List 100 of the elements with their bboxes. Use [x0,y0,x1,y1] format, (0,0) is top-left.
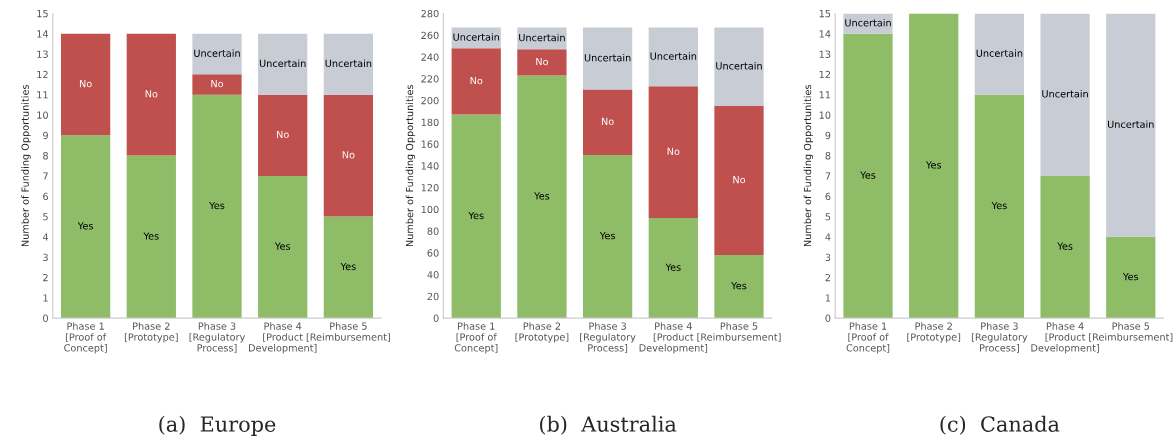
x-tick-label: Phase 3 [Regulatory Process] [580,322,636,353]
y-tick-label: 200 [421,96,439,105]
text: No [601,117,614,126]
x-tick-label: Phase 3 [Regulatory Process] [971,322,1028,353]
bar [192,33,242,75]
text: No [470,77,483,85]
y-tick-label: 14 [37,30,49,38]
x-tick-label: Phase 5 [Reimbursement] [1089,322,1173,342]
y-tick-label: 0 [825,314,831,322]
x-tick-label: Phase 2 [Prototype] [124,322,178,343]
bar [517,75,567,319]
bar [582,89,633,155]
y-tick-label: 6 [825,192,831,201]
y-tick-label: 15 [819,10,831,18]
y-tick-label: 0 [433,314,439,322]
y-tick-label: 3 [43,253,48,261]
y-tick-label: 4 [42,233,49,241]
y-tick-label: 2 [825,273,831,282]
bar [61,135,111,319]
bar [1106,13,1156,237]
y-tick-label: 120 [421,184,439,192]
bar [258,94,308,176]
y-tick-label: 11 [819,91,831,99]
y-tick-label: 6 [43,192,49,201]
y-tick-label: 220 [421,75,439,83]
bar [451,48,501,115]
bar [582,27,633,90]
text: (b) Australia [540,415,677,435]
x-tick-label: Phase 5 [Reimbursement] [306,322,390,342]
text: Uncertain [845,18,891,27]
bar [714,27,764,106]
y-axis-title: Number of Funding Opportunities [405,84,416,247]
y-tick-label: 8 [825,152,831,160]
y-tick-label: 14 [819,30,831,38]
y-axis-title: Number of Funding Opportunities [803,84,814,247]
text: No [667,147,680,155]
text: Uncertain [453,33,500,41]
series-label: Uncertain [519,33,565,42]
bar [517,49,567,76]
series-label: No [211,80,224,88]
y-tick-label: 260 [421,31,439,40]
series-label: Yes [274,242,291,250]
y-tick-label: 20 [427,292,439,301]
y-tick-label: 9 [825,131,831,140]
text: Yes [77,222,93,230]
x-tick-label: Phase 2 [Prototype] [907,322,961,343]
bar [714,254,764,319]
x-tick-label: Phase 5 [Reimbursement] [697,322,781,342]
text: Uncertain [1042,89,1088,98]
text: Yes [340,262,356,271]
text: Yes [143,232,159,240]
y-tick-label: 5 [43,213,48,221]
series-label: No [536,57,548,66]
y-tick-label: 12 [819,70,831,79]
text: No [342,151,355,159]
y-tick-label: 1 [43,294,48,302]
y-tick-label: 140 [421,162,439,170]
series-label: Yes [468,211,484,220]
bar [648,217,698,319]
bar [258,33,308,95]
y-tick-label: 15 [37,10,48,18]
text: Yes [1057,242,1073,250]
text: Uncertain [325,59,372,68]
bar [451,114,501,319]
bar [192,74,242,95]
text: Yes [599,232,615,240]
y-tick-label: 12 [37,70,48,79]
text: No [277,130,289,139]
bar [258,175,308,319]
x-tick-label: Phase 3 [Regulatory Process] [189,322,246,353]
y-tick-label: 7 [43,172,48,180]
y-tick-label: 280 [421,9,439,18]
y-tick-label: 240 [421,53,439,61]
x-tick-label: Phase 2 [Prototype] [515,322,569,343]
bar [323,94,374,217]
y-tick-label: 60 [427,249,439,257]
bar [192,94,242,319]
y-tick-label: 7 [825,172,831,180]
bar [126,155,176,319]
y-tick-label: 11 [37,91,48,99]
x-tick-label: Phase 1 [Proof of Concept] [454,322,498,354]
bar [323,33,374,95]
y-axis-title: Number of Funding Opportunities [21,84,31,247]
y-tick-label: 9 [43,131,48,140]
text: Uncertain [259,59,306,68]
bar [517,27,567,50]
bar [323,216,374,319]
bar [714,105,764,255]
y-tick-label: 10 [37,111,48,119]
text: Uncertain [1108,120,1154,128]
bar [648,86,698,218]
text: No [79,80,92,88]
y-tick-label: 2 [43,273,48,282]
y-tick-label: 8 [43,152,48,160]
text: Uncertain [650,52,697,60]
y-tick-label: 80 [427,227,439,235]
text: Yes [665,263,681,271]
bar [843,33,893,319]
y-tick-label: 1 [825,294,831,302]
y-tick-label: 180 [421,118,439,127]
